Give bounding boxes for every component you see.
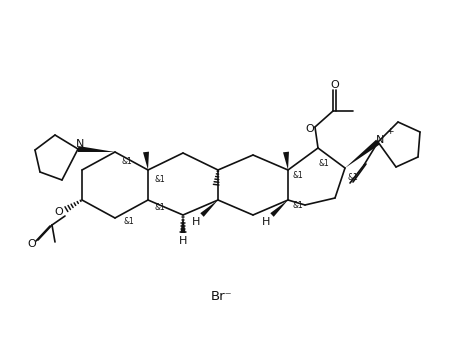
Text: &1: &1 bbox=[121, 158, 132, 166]
Text: H: H bbox=[261, 217, 270, 227]
Text: Br⁻: Br⁻ bbox=[211, 289, 232, 302]
Text: O: O bbox=[28, 239, 36, 249]
Polygon shape bbox=[270, 200, 287, 217]
Text: &1: &1 bbox=[292, 201, 303, 209]
Text: O: O bbox=[305, 124, 314, 134]
Text: N: N bbox=[76, 139, 84, 149]
Polygon shape bbox=[78, 146, 115, 152]
Text: O: O bbox=[330, 80, 339, 90]
Polygon shape bbox=[180, 215, 185, 233]
Text: +: + bbox=[386, 126, 393, 136]
Text: &1: &1 bbox=[154, 203, 165, 213]
Text: &1: &1 bbox=[154, 175, 165, 185]
Text: &1: &1 bbox=[292, 170, 303, 180]
Polygon shape bbox=[344, 140, 379, 168]
Text: &1: &1 bbox=[124, 218, 134, 226]
Polygon shape bbox=[143, 152, 149, 170]
Polygon shape bbox=[282, 152, 288, 170]
Text: &1: &1 bbox=[318, 158, 329, 168]
Polygon shape bbox=[200, 200, 217, 217]
Text: N: N bbox=[375, 135, 383, 145]
Text: H: H bbox=[191, 217, 200, 227]
Text: &1: &1 bbox=[347, 174, 358, 182]
Text: O: O bbox=[55, 207, 63, 217]
Text: H: H bbox=[179, 236, 187, 246]
